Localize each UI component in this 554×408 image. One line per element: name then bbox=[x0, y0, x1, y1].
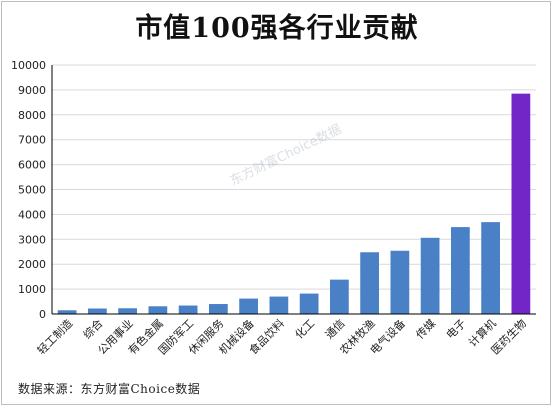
y-tick-label: 3000 bbox=[18, 233, 46, 246]
bar-14 bbox=[450, 227, 470, 314]
bar-10 bbox=[329, 279, 349, 314]
data-source-note: 数据来源：东方财富Choice数据 bbox=[18, 382, 201, 396]
y-tick-label: 8000 bbox=[18, 109, 46, 122]
bars bbox=[57, 93, 531, 314]
x-tick-label: 轻工制造 bbox=[34, 316, 75, 357]
bar-16 bbox=[511, 93, 531, 314]
axes bbox=[51, 65, 536, 315]
y-tick-label: 6000 bbox=[18, 159, 46, 172]
x-tick-label: 综合 bbox=[80, 316, 105, 341]
bar-2 bbox=[87, 308, 107, 314]
bar-12 bbox=[390, 250, 410, 314]
x-tick-label: 电子 bbox=[444, 317, 469, 342]
chart-title: 市值100强各行业贡献 bbox=[135, 13, 419, 44]
bar-15 bbox=[481, 222, 501, 314]
x-tick-label: 通信 bbox=[323, 317, 348, 342]
y-tick-label: 4000 bbox=[18, 208, 46, 221]
y-tick-label: 2000 bbox=[18, 258, 46, 271]
y-tick-label: 9000 bbox=[18, 84, 46, 97]
bar-7 bbox=[239, 298, 259, 314]
x-tick-label: 化工 bbox=[292, 316, 317, 341]
y-tick-label: 7000 bbox=[18, 134, 46, 147]
bar-6 bbox=[208, 304, 228, 314]
bar-5 bbox=[178, 305, 198, 314]
y-tick-label: 5000 bbox=[18, 184, 46, 197]
bar-9 bbox=[299, 293, 319, 314]
bar-1 bbox=[57, 310, 77, 314]
y-tick-label: 10000 bbox=[11, 59, 46, 72]
y-tick-label: 1000 bbox=[18, 283, 46, 296]
bar-13 bbox=[420, 237, 440, 314]
bar-8 bbox=[269, 296, 289, 314]
bar-11 bbox=[360, 252, 380, 314]
x-tick-label: 传媒 bbox=[413, 317, 438, 342]
bar-3 bbox=[118, 308, 138, 314]
y-tick-label: 0 bbox=[39, 308, 46, 321]
bar-4 bbox=[148, 306, 168, 314]
y-axis-ticks: 0 1000 2000 3000 4000 5000 6000 7000 8000 9000 100… bbox=[11, 59, 46, 321]
